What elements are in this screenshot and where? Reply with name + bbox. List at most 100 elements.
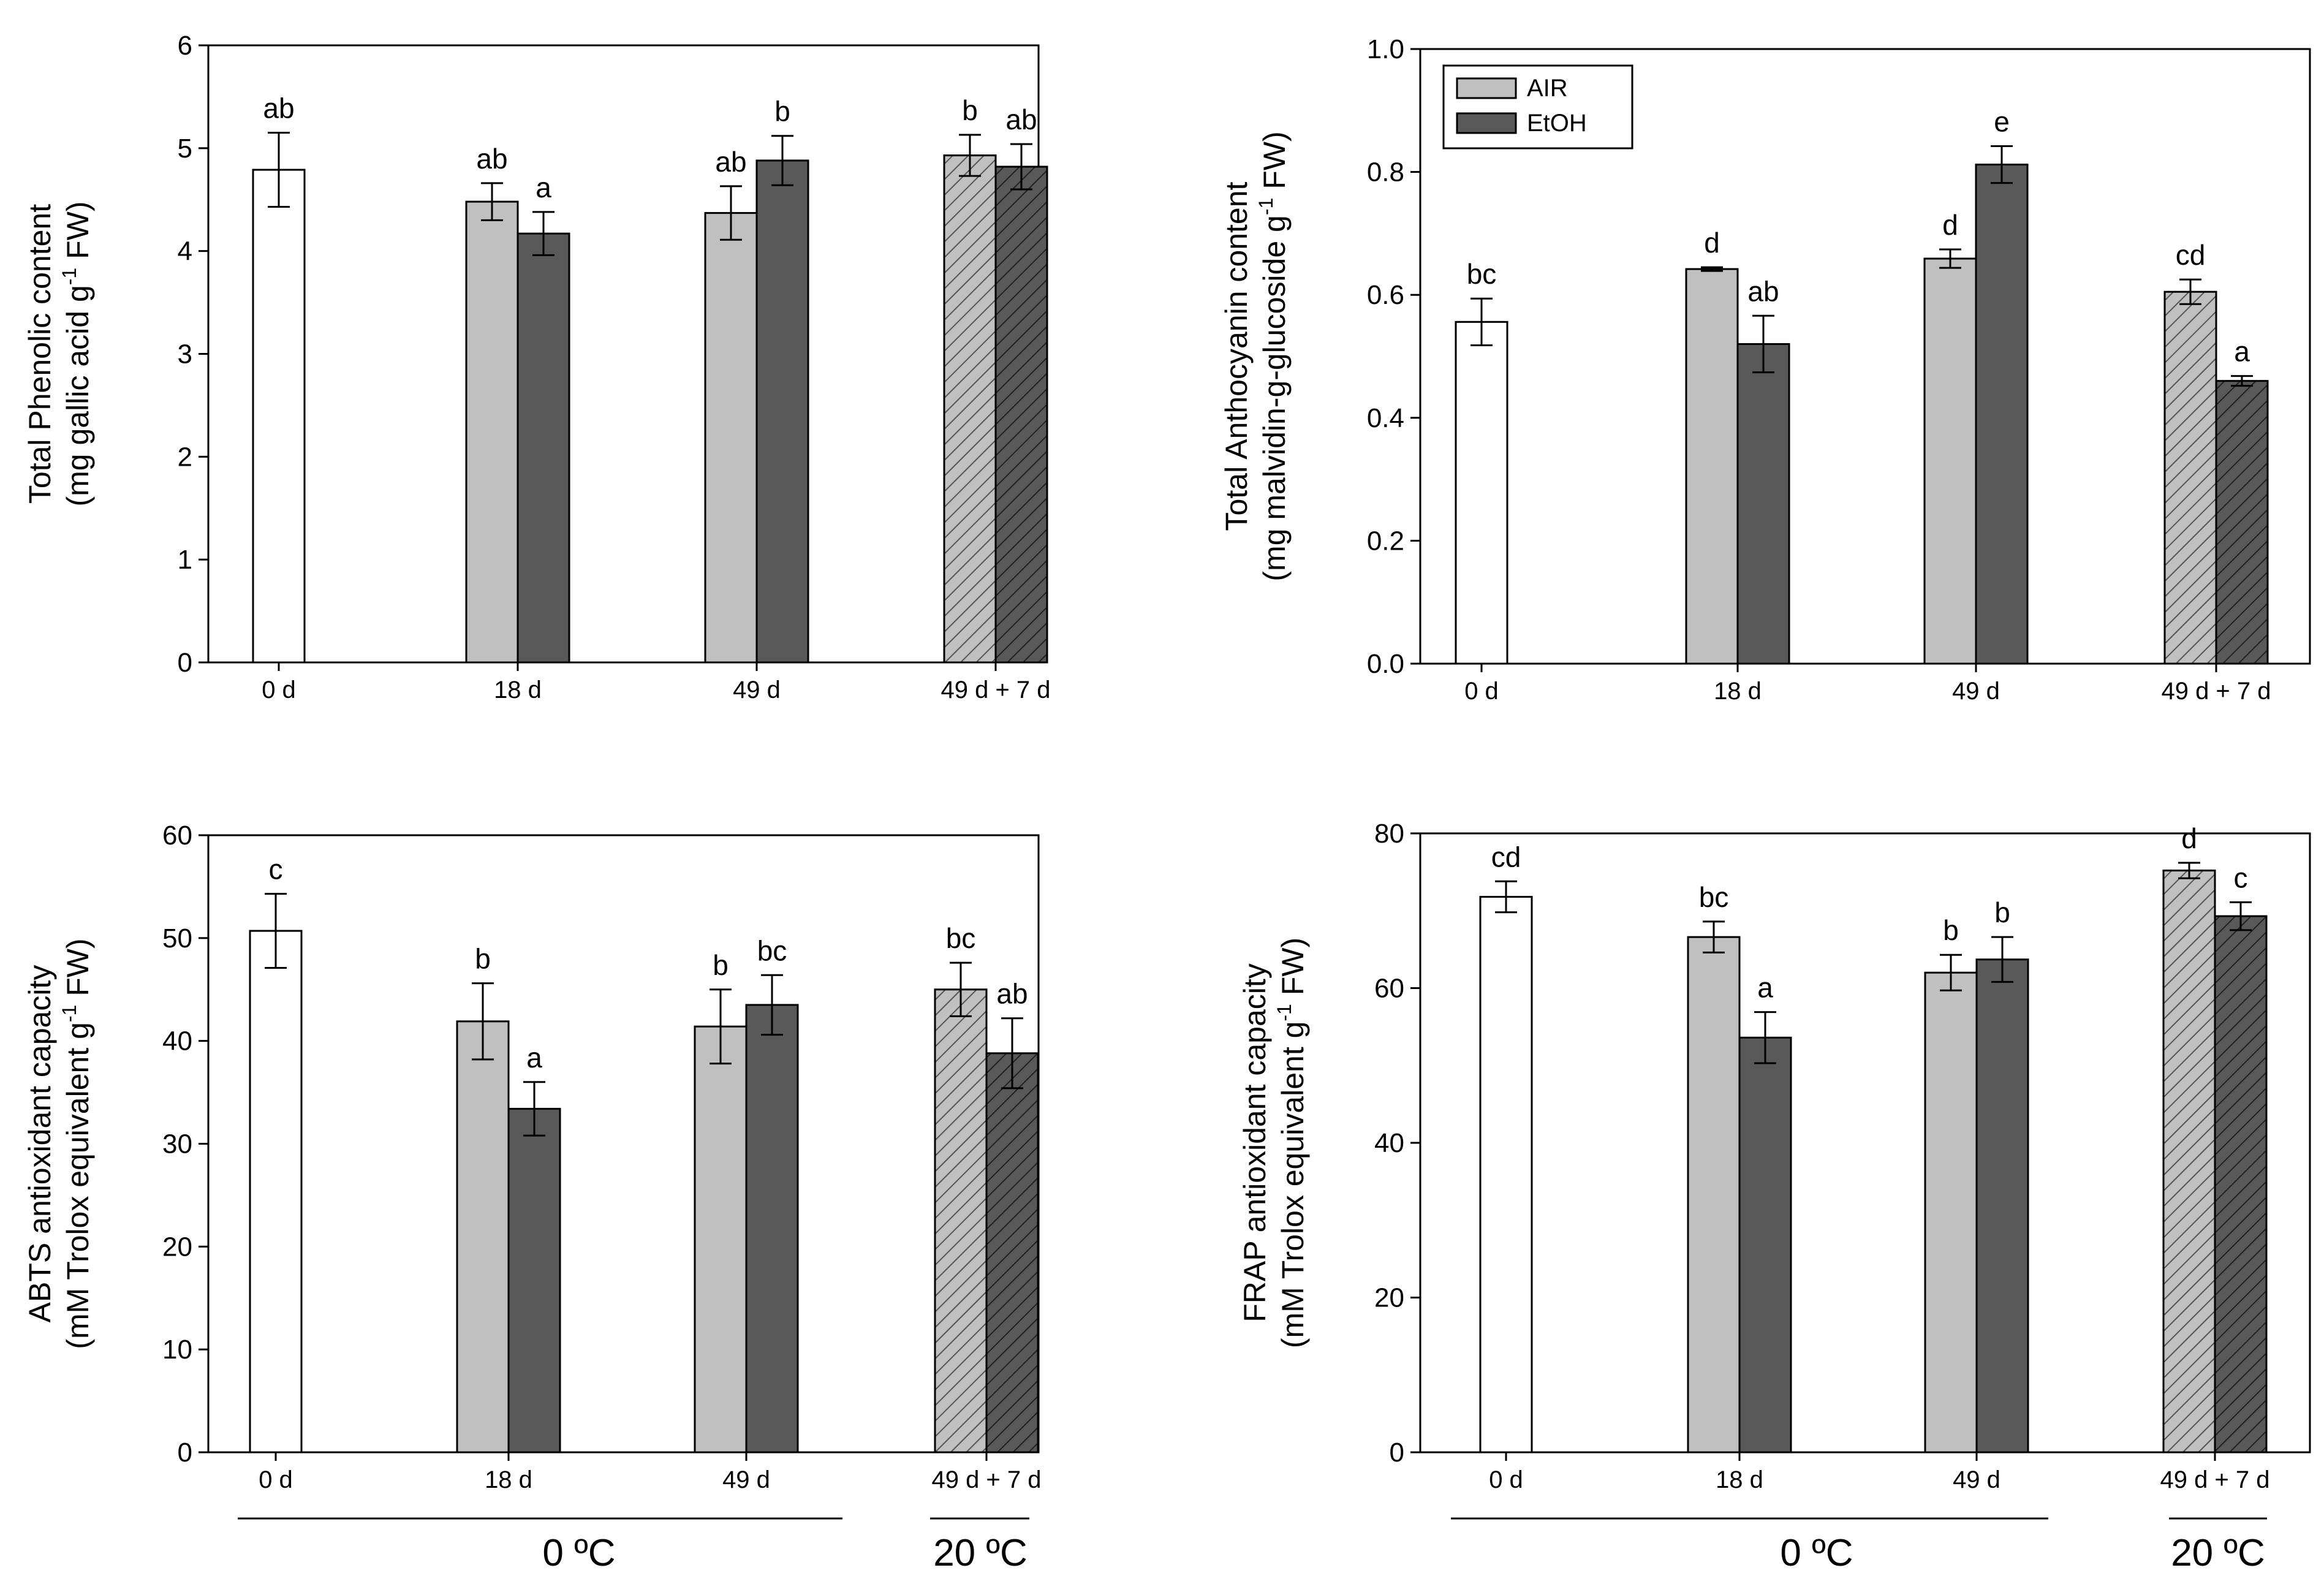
significance-letter: ab [715,146,746,178]
panel-total-phenolic: 0 1 2 3 4 5 6 0 d 18 d 49 d 49 d + 7 d Total Phenol… [23,31,1051,703]
bar-air [456,1020,510,1454]
significance-letter: bc [757,934,787,966]
y-tick-label: 6 [178,31,192,61]
y-tick-label: 0 [178,648,192,678]
x-tick-label: 49 d + 7 d [941,677,1050,703]
bar-air [2162,870,2216,1454]
bar-air [934,988,988,1454]
plot-frame [207,44,1040,664]
y-tick-label: 10 [162,1335,192,1365]
significance-letter: a [1757,972,1773,1004]
x-tick-label: 18 d [1714,678,1762,705]
significance-letter: ab [1747,275,1779,307]
bar-initial [1455,320,1508,665]
legend-swatch-etoh [1456,112,1517,134]
significance-letter: bc [1699,881,1729,913]
bar-air [1924,971,1978,1454]
bar-etoh [2215,380,2269,665]
y-tick-label: 40 [162,1026,192,1056]
significance-letter: b [713,949,729,981]
bar-air [1685,268,1739,665]
bar-etoh [755,159,809,664]
legend-label-etoh: EtOH [1527,110,1587,137]
y-tick-label: 0 [1390,1438,1404,1468]
y-tick-label: 4 [178,237,192,267]
bar-initial [252,169,306,664]
significance-letter: d [1704,227,1720,259]
x-tick-label: 0 d [259,1466,293,1493]
bar-air [1687,936,1741,1454]
x-tick-label: 0 d [1464,678,1499,705]
y-tick-label: 0.0 [1367,649,1404,679]
bar-air [2163,290,2217,665]
x-tick-label: 49 d + 7 d [2160,1466,2269,1493]
plot-frame [1419,48,2311,665]
cold-label-left: 0 ºC [542,1532,615,1574]
bar-air [694,1025,748,1454]
significance-letter: b [1943,914,1959,946]
significance-letter: cd [2176,239,2206,271]
bar-etoh [994,165,1048,664]
legend: AIR EtOH [1442,64,1633,150]
bar-air [704,212,758,664]
significance-letter: b [962,94,978,126]
bar-etoh [985,1052,1039,1454]
significance-letter: d [1942,209,1958,241]
bar-etoh [745,1004,799,1454]
panel-frap: 0 20 40 60 80 0 d 18 d 49 d 49 d + 7 d FRAP antio… [1238,819,2311,1493]
y-tick-label: 60 [1374,974,1404,1004]
bar-etoh [1975,958,2029,1454]
y-tick-label: 20 [1374,1283,1404,1313]
warm-label-right: 20 ºC [2171,1532,2265,1574]
bar-etoh [517,232,570,664]
significance-letter: b [774,96,790,127]
bar-air [1923,257,1977,665]
y-axis-label: Total Anthocyanin content (mg malvidin-g-… [1219,131,1292,581]
x-tick-label: 0 d [262,677,296,703]
temperature-annotations: 0 ºC 20 ºC 0 ºC 20 ºC [238,1517,2267,1574]
significance-letter: bc [946,922,976,954]
significance-letter: a [536,172,551,203]
significance-letter: c [269,854,283,885]
significance-letter: ab [1005,104,1037,135]
bar-air [465,200,519,664]
x-tick-label: 18 d [494,677,542,703]
significance-letter: e [1994,105,2010,137]
y-tick-label: 1.0 [1367,34,1404,64]
bar-initial [249,930,303,1454]
x-tick-label: 18 d [485,1466,532,1493]
bar-etoh [1736,343,1790,665]
x-tick-label: 18 d [1716,1466,1763,1493]
bar-etoh [1975,164,2029,665]
legend-label-air: AIR [1527,75,1568,102]
y-tick-label: 30 [162,1129,192,1159]
y-tick-label: 50 [162,923,192,953]
y-tick-label: 60 [162,821,192,851]
y-axis-label: FRAP antioxidant capacity (mM Trolox equi… [1238,938,1310,1348]
significance-letter: ab [996,978,1028,1010]
bar-initial [1479,896,1533,1454]
significance-letter: ab [476,143,507,175]
panel-abts: 0 10 20 30 40 50 60 0 d 18 d 49 d 49 d + 7 d ABTS a… [23,821,1042,1493]
x-tick-label: 0 d [1489,1466,1523,1493]
y-tick-label: 20 [162,1232,192,1262]
cold-label-right: 0 ºC [1780,1532,1853,1574]
y-axis-label: Total Phenolic content (mg gallic acid g-… [23,202,95,507]
panel-total-anthocyanin: 0.0 0.2 0.4 0.6 0.8 1.0 0 d 18 d 49 d 49 d + 7 d T… [1219,34,2311,705]
warm-label-left: 20 ºC [933,1532,1028,1574]
y-tick-label: 0.2 [1367,526,1404,556]
x-tick-label: 49 d [722,1466,770,1493]
y-tick-label: 0.4 [1367,403,1404,433]
y-axis-label: ABTS antioxidant capacity (mM Trolox equi… [23,938,95,1349]
x-tick-label: 49 d + 7 d [2161,678,2271,705]
y-tick-label: 0.8 [1367,157,1404,188]
bar-etoh [507,1107,561,1454]
x-tick-label: 49 d + 7 d [931,1466,1041,1493]
y-tick-label: 0 [178,1438,192,1468]
significance-letter: d [2181,822,2197,854]
significance-letter: b [1994,896,2010,928]
x-tick-label: 49 d [1952,678,2000,705]
y-tick-label: 3 [178,339,192,370]
y-tick-label: 5 [178,134,192,164]
